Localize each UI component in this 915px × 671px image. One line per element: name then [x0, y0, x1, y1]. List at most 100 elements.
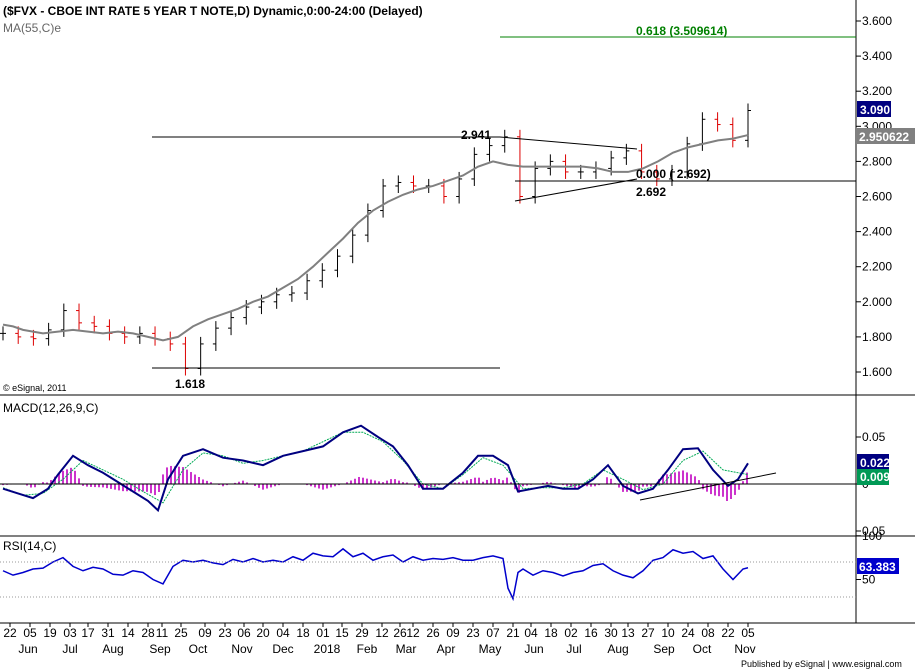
macd-tick-label: 0.05 — [862, 524, 886, 538]
price-tick-label: 2.400 — [862, 225, 892, 239]
x-month-label: Aug — [607, 642, 628, 656]
price-tick-label: 2.200 — [862, 260, 892, 274]
x-day-label: 26 — [393, 626, 407, 640]
annotation-1618: 1.618 — [175, 377, 205, 391]
x-day-label: 05 — [23, 626, 37, 640]
x-day-label: 10 — [661, 626, 675, 640]
last-price-value: 3.090 — [860, 103, 890, 117]
x-day-label: 15 — [335, 626, 349, 640]
x-month-label: Apr — [437, 642, 456, 656]
x-month-label: Oct — [189, 642, 208, 656]
price-tick-label: 2.600 — [862, 190, 892, 204]
macd-value: 0.022 — [860, 456, 890, 470]
x-day-label: 08 — [701, 626, 715, 640]
price-tick-label: 2.800 — [862, 154, 892, 168]
x-axis: 22 05 19 03 17 31 14 28 11 25 09 23 06 20 04 18 01 15 29 12… — [3, 623, 756, 656]
macd-trend-line — [639, 472, 777, 501]
x-day-label: 19 — [43, 626, 57, 640]
x-month-label: Jul — [566, 642, 581, 656]
ma-value: 2.950622 — [859, 130, 909, 144]
x-day-label: 21 — [506, 626, 520, 640]
rsi-value: 63.383 — [859, 560, 896, 574]
macd-label: MACD(12,26,9,C) — [3, 401, 98, 415]
x-day-label: 02 — [564, 626, 578, 640]
macd-line — [2, 424, 749, 513]
x-month-label: Jul — [62, 642, 77, 656]
x-day-label: 14 — [121, 626, 135, 640]
price-tick-label: 2.000 — [862, 295, 892, 309]
x-month-label: Aug — [102, 642, 123, 656]
rsi-tick-label: 50 — [862, 573, 876, 587]
x-day-label: 26 — [426, 626, 440, 640]
hist-value-tag — [857, 469, 889, 485]
annotation-2692: 2.692 — [636, 185, 666, 199]
x-day-label: 18 — [544, 626, 558, 640]
x-day-label: 18 — [296, 626, 310, 640]
last-price-tag — [857, 101, 891, 117]
x-day-label: 12 — [406, 626, 420, 640]
x-month-label: Mar — [396, 642, 417, 656]
x-day-label: 23 — [218, 626, 232, 640]
x-month-label: Dec — [272, 642, 293, 656]
macd-tick-label: 0.05 — [862, 430, 886, 444]
x-day-label: 22 — [721, 626, 735, 640]
rsi-tick-label: 100 — [862, 529, 882, 543]
x-day-label: 31 — [101, 626, 115, 640]
publisher-note: Published by eSignal | www.esignal.com — [741, 659, 902, 669]
x-day-label: 04 — [524, 626, 538, 640]
chart-title: ($FVX - CBOE INT RATE 5 YEAR T NOTE,D) D… — [3, 4, 423, 18]
x-month-label: Feb — [357, 642, 378, 656]
price-tick-label: 1.600 — [862, 365, 892, 379]
x-month-label: Oct — [693, 642, 712, 656]
x-day-label: 13 — [621, 626, 635, 640]
copyright: © eSignal, 2011 — [3, 383, 67, 393]
rsi-label: RSI(14,C) — [3, 539, 56, 553]
x-day-label: 16 — [584, 626, 598, 640]
x-day-label: 01 — [316, 626, 330, 640]
x-day-label: 07 — [486, 626, 500, 640]
x-day-label: 09 — [446, 626, 460, 640]
x-day-label: 25 — [174, 626, 188, 640]
rsi-panel: 100 50 — [2, 529, 882, 602]
x-day-label: 12 — [375, 626, 389, 640]
price-tick-label: 3.600 — [862, 14, 892, 28]
price-panel: 1.6001.8002.0002.2002.4002.6002.8003.000… — [0, 14, 892, 379]
ma-55-line — [2, 134, 749, 342]
macd-value-tag — [857, 454, 889, 470]
x-day-label: 24 — [681, 626, 695, 640]
rsi-value-tag — [857, 558, 899, 574]
x-day-label: 03 — [63, 626, 77, 640]
x-day-label: 22 — [3, 626, 17, 640]
annotation-2941: 2.941 — [461, 128, 491, 142]
x-day-label: 27 — [641, 626, 655, 640]
x-day-label: 04 — [276, 626, 290, 640]
x-day-label: 06 — [237, 626, 251, 640]
x-day-label: 17 — [81, 626, 95, 640]
x-day-label: 05 — [741, 626, 755, 640]
triangle-lower-line — [514, 178, 638, 202]
x-day-label: 28 — [141, 626, 155, 640]
x-month-label: 2018 — [314, 642, 341, 656]
fib-618-label: 0.618 (3.509614) — [636, 24, 727, 38]
hist-value: 0.009 — [860, 470, 890, 484]
x-month-label: Jun — [524, 642, 543, 656]
price-tick-label: 1.800 — [862, 330, 892, 344]
x-month-label: Sep — [149, 642, 171, 656]
x-day-label: 29 — [355, 626, 369, 640]
x-day-label: 09 — [198, 626, 212, 640]
x-day-label: 20 — [256, 626, 270, 640]
x-month-label: Nov — [231, 642, 252, 656]
x-month-label: May — [479, 642, 502, 656]
price-tick-label: 3.400 — [862, 49, 892, 63]
x-month-label: Sep — [653, 642, 675, 656]
rsi-line — [2, 547, 749, 602]
price-tick-label: 3.200 — [862, 84, 892, 98]
ma-label: MA(55,C)e — [3, 21, 61, 35]
annotation-fib-zero: 0.000 ( 2.692) — [636, 167, 711, 181]
x-day-label: 23 — [466, 626, 480, 640]
x-day-label: 30 — [604, 626, 618, 640]
x-month-label: Nov — [734, 642, 755, 656]
ma-value-tag — [857, 128, 915, 144]
x-day-label: 11 — [156, 626, 169, 640]
